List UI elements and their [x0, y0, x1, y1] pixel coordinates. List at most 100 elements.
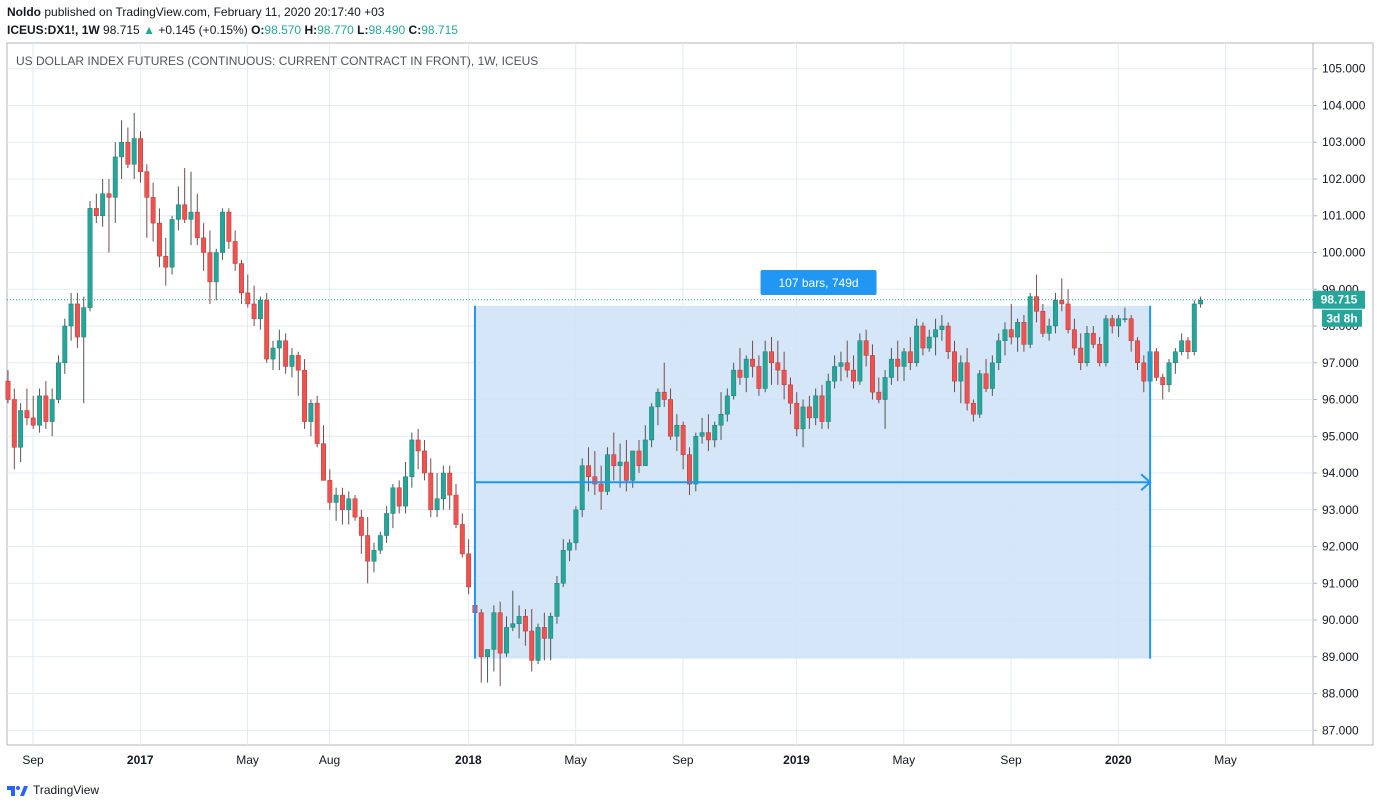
candle-body	[434, 498, 440, 511]
x-tick-label: 2019	[783, 753, 810, 767]
candle-body	[693, 436, 699, 485]
x-tick-label: Sep	[22, 753, 44, 767]
candle-body	[24, 410, 30, 419]
candle-body	[112, 156, 118, 198]
candle-body	[1008, 329, 1014, 338]
candle-body	[403, 476, 408, 507]
low-value: 98.490	[368, 23, 406, 37]
candle-body	[857, 340, 863, 382]
candle-body	[163, 255, 169, 268]
candle-body	[939, 325, 945, 330]
candle-body	[863, 340, 869, 356]
candle-body	[813, 395, 819, 419]
y-tick-label: 89.000	[1322, 650, 1359, 664]
candle-body	[1179, 340, 1185, 352]
symbol-name: ICEUS:DX1!,	[7, 23, 79, 37]
candle-body	[175, 204, 181, 220]
candle-body	[352, 498, 358, 518]
candle-body	[1160, 377, 1166, 386]
candle-body	[674, 424, 680, 437]
author-name[interactable]: Noldo	[7, 5, 41, 19]
candle-body	[1015, 322, 1021, 338]
candle-body	[649, 406, 655, 441]
candle-body	[592, 476, 598, 485]
measure-lines: 107 bars, 749d	[473, 270, 1152, 659]
candle-body	[1122, 318, 1128, 320]
candle-body	[504, 627, 509, 654]
candle-body	[699, 432, 705, 437]
candle-body	[182, 204, 188, 220]
candle-body	[1090, 333, 1096, 345]
candle-body	[1109, 318, 1115, 327]
candle-body	[806, 406, 812, 419]
candle-body	[56, 362, 61, 400]
price-axis[interactable]	[1312, 42, 1374, 746]
candle-body	[1084, 333, 1090, 364]
candle-body	[888, 358, 894, 378]
candle-body	[1021, 322, 1027, 345]
last-value: 98.715	[103, 23, 140, 37]
candle-body	[1071, 329, 1077, 349]
y-tick-label: 93.000	[1322, 503, 1359, 517]
candle-body	[964, 362, 970, 404]
y-tick-label: 94.000	[1322, 466, 1359, 480]
candle-body	[30, 417, 36, 426]
candle-body	[1078, 347, 1084, 364]
candle-body	[428, 472, 434, 511]
y-tick-label: 101.000	[1322, 209, 1366, 223]
candle-body	[207, 252, 213, 283]
candle-body	[920, 325, 926, 349]
candle-body	[800, 406, 806, 430]
candle-body	[914, 325, 920, 364]
candle-body	[295, 355, 301, 371]
candle-body	[119, 141, 125, 158]
candle-body	[1034, 296, 1039, 312]
candle-body	[396, 487, 402, 507]
x-axis-ticks: Sep 2017 May Aug 2018 May Sep 2019 May Sep 2020 May	[22, 753, 1237, 767]
candle-body	[781, 369, 787, 386]
candle-body	[384, 513, 390, 536]
candle-body	[567, 542, 573, 551]
candle-body	[358, 516, 364, 536]
candle-body	[1135, 340, 1140, 364]
candle-body	[415, 439, 421, 452]
candle-body	[895, 358, 901, 367]
y-tick-label: 90.000	[1322, 613, 1359, 627]
candle-body	[705, 432, 711, 441]
candle-body	[958, 362, 964, 382]
candle-body	[232, 241, 238, 264]
candle-body	[756, 366, 762, 389]
last-price-badge	[1313, 290, 1365, 309]
candle-body	[276, 340, 282, 349]
candle-body	[346, 498, 352, 511]
candle-body	[43, 395, 49, 422]
candle-body	[743, 358, 749, 378]
footer-brand[interactable]: TradingView	[33, 783, 100, 797]
candle-body	[264, 300, 270, 360]
candle-body	[832, 366, 838, 382]
candle-body	[1046, 325, 1052, 334]
ohlc-legend: ICEUS:DX1!, 1W 98.715 ▲ +0.145 (+0.15%) …	[7, 23, 458, 37]
candle-body	[1116, 318, 1122, 327]
open-value: 98.570	[264, 23, 302, 37]
price-chart[interactable]: 107 bars, 749d 105.000 104.000 103.000 102.…	[0, 0, 1380, 780]
change-value: +0.145 (+0.15%)	[158, 23, 248, 37]
candle-body	[541, 627, 547, 639]
candle-body	[138, 138, 143, 172]
candle-body	[239, 263, 244, 294]
candle-body	[522, 616, 528, 632]
candle-body	[970, 402, 976, 415]
candle-body	[491, 612, 497, 650]
close-value: 98.715	[421, 23, 458, 37]
y-tick-label: 95.000	[1322, 429, 1359, 443]
candle-body	[882, 377, 888, 400]
candle-body	[1198, 300, 1204, 305]
candle-body	[516, 616, 522, 624]
candle-body	[510, 623, 516, 628]
candle-body	[844, 362, 850, 371]
candle-body	[724, 395, 730, 415]
measure-label: 107 bars, 749d	[778, 276, 858, 290]
y-tick-label: 91.000	[1322, 576, 1359, 590]
candle-body	[750, 358, 756, 367]
candle-body	[169, 219, 175, 268]
